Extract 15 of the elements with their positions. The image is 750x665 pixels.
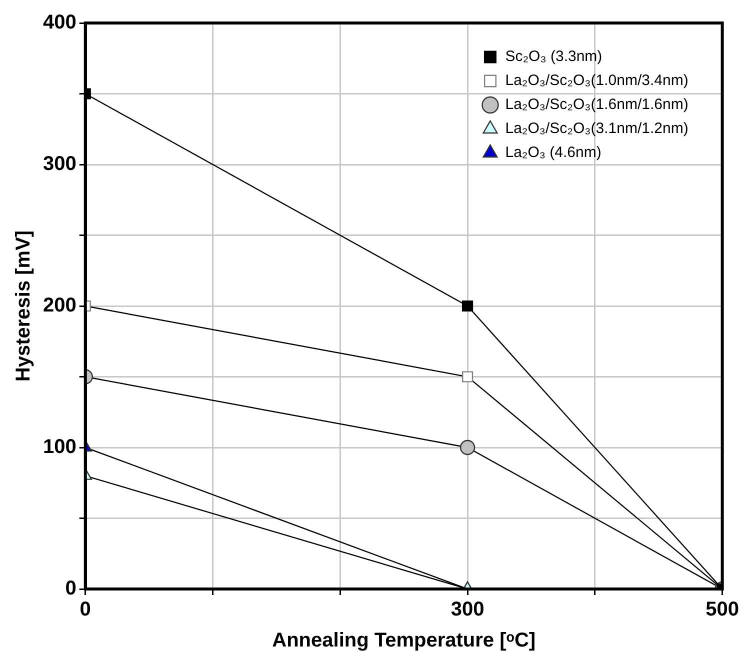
- legend-label: La₂O₃/Sc₂O₃(3.1nm/1.2nm): [505, 120, 688, 138]
- y-tick-label: 300: [42, 153, 76, 176]
- legend-label: Sc₂O₃ (3.3nm): [505, 48, 602, 66]
- x-axis-title: Annealing Temperature [ᵒC]: [272, 630, 536, 652]
- y-tick-label: 0: [65, 578, 76, 600]
- x-tick-label: 0: [80, 598, 91, 621]
- y-tick-label: 200: [42, 294, 76, 317]
- y-tick-label: 100: [42, 436, 76, 458]
- legend-label: La₂O₃/Sc₂O₃(1.0nm/3.4nm): [505, 72, 688, 90]
- y-tick-label: 400: [42, 12, 76, 34]
- legend-label: La₂O₃/Sc₂O₃(1.6nm/1.6nm): [505, 96, 688, 114]
- y-axis-title: Hysteresis [mV]: [12, 230, 35, 382]
- x-tick-label: 500: [706, 598, 740, 621]
- legend-label: La₂O₃ (4.6nm): [505, 144, 602, 162]
- x-tick-label: 300: [450, 598, 484, 621]
